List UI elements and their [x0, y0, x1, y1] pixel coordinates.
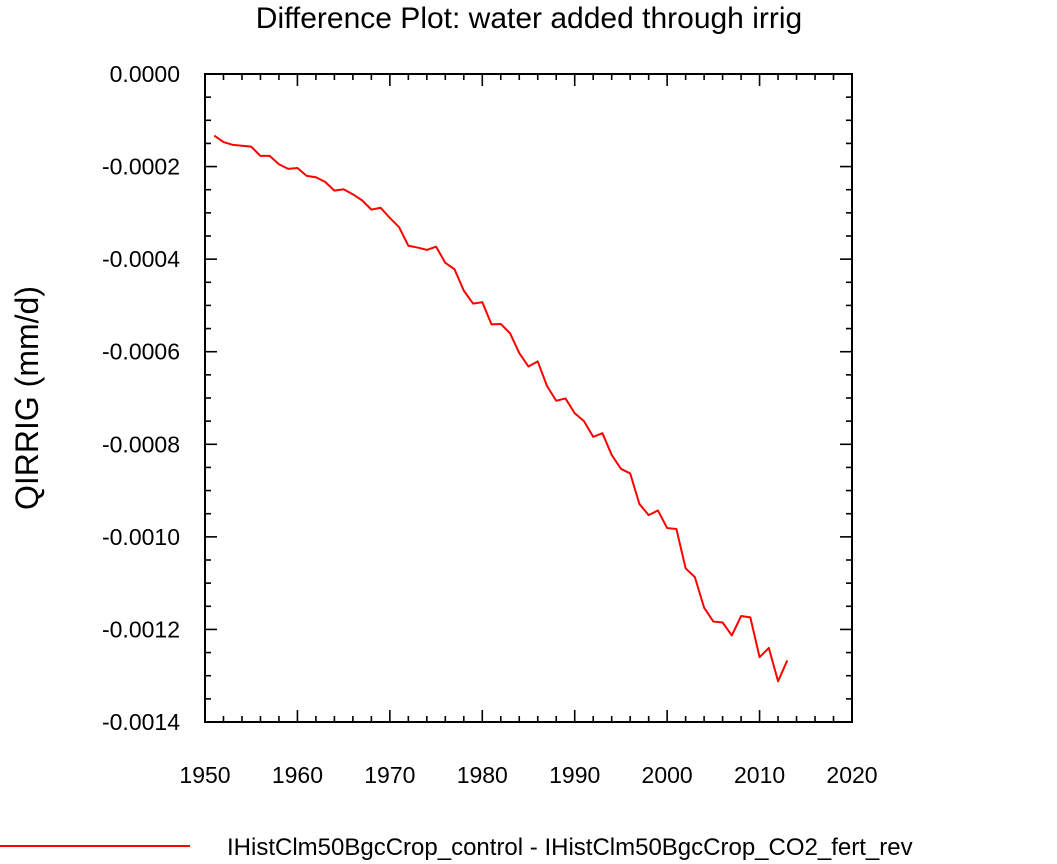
axis-ticks [204, 73, 853, 723]
legend-label: IHistClm50BgcCrop_control - IHistClm50Bg… [227, 834, 913, 861]
chart-title: Difference Plot: water added through irr… [256, 2, 802, 35]
y-tick-label: 0.0000 [110, 61, 180, 87]
x-tick-label: 1950 [179, 762, 230, 788]
x-tick-label: 1990 [549, 762, 600, 788]
x-tick-label: 1960 [272, 762, 323, 788]
series-line [213, 134, 789, 683]
series-layer [213, 134, 789, 683]
y-tick-label: -0.0004 [102, 246, 180, 272]
x-tick-label: 2020 [826, 762, 877, 788]
y-axis-tick-labels: 0.0000 -0.0002 -0.0004 -0.0006 -0.0008 -0.001… [102, 61, 180, 735]
x-tick-label: 1970 [364, 762, 415, 788]
y-tick-label: -0.0012 [102, 616, 180, 642]
x-tick-label: 1980 [457, 762, 508, 788]
legend: IHistClm50BgcCrop_control - IHistClm50Bg… [0, 834, 913, 861]
x-axis-tick-labels: 1950 1960 1970 1980 1990 2000 2010 2020 [179, 762, 877, 788]
y-tick-label: -0.0010 [102, 524, 180, 550]
y-tick-label: -0.0002 [102, 154, 180, 180]
y-tick-label: -0.0014 [102, 709, 180, 735]
x-tick-label: 2010 [734, 762, 785, 788]
y-tick-label: -0.0008 [102, 431, 180, 457]
y-tick-label: -0.0006 [102, 339, 180, 365]
y-axis-label: QIRRIG (mm/d) [9, 286, 45, 510]
x-tick-label: 2000 [642, 762, 693, 788]
